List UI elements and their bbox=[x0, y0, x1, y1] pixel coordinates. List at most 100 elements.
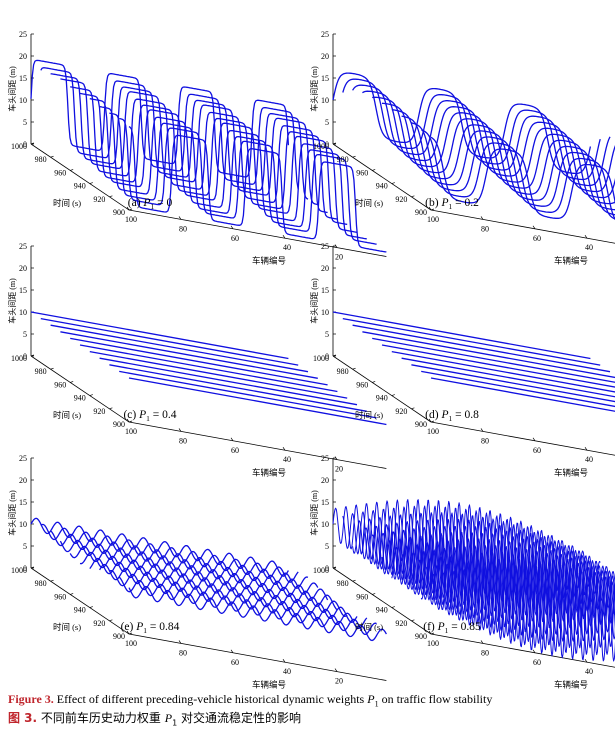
z-axis-title: 车头间距 (m) bbox=[7, 278, 17, 324]
time-tick-label: 980 bbox=[337, 155, 349, 164]
time-tick-label: 980 bbox=[337, 579, 349, 588]
vehicle-tick bbox=[126, 418, 130, 423]
series-line-t930 bbox=[401, 357, 615, 398]
vehicle-tick bbox=[178, 640, 182, 644]
series-line-t990 bbox=[40, 523, 299, 583]
chart-panel-2: 0 5 10 15 20 25 车头间距 (m) 900 920 940 960 980 1000 时间 … bbox=[309, 30, 615, 266]
time-tick bbox=[411, 195, 415, 198]
time-tick-label: 940 bbox=[74, 606, 86, 615]
panel-caption: (d) P1 = 0.8 bbox=[425, 409, 479, 423]
time-tick-label: 900 bbox=[113, 632, 125, 641]
z-tick-label: 20 bbox=[321, 52, 329, 61]
z-tick-label: 25 bbox=[19, 454, 27, 463]
time-tick bbox=[352, 155, 356, 158]
time-tick bbox=[30, 354, 35, 357]
vehicle-tick-label: 80 bbox=[179, 224, 187, 233]
time-tick-label: 960 bbox=[54, 380, 66, 389]
vehicle-tick bbox=[126, 206, 130, 211]
vehicle-tick-label: 80 bbox=[481, 436, 489, 445]
vehicle-tick bbox=[178, 216, 182, 220]
time-axis-title: 时间 (s) bbox=[355, 198, 383, 208]
time-tick-label: 920 bbox=[395, 195, 407, 204]
vehicle-tick-label: 40 bbox=[585, 667, 593, 676]
time-tick bbox=[372, 381, 376, 383]
time-tick-label: 1000 bbox=[11, 566, 27, 575]
z-tick-label: 20 bbox=[19, 476, 27, 485]
series-line-t920 bbox=[109, 364, 367, 412]
z-tick-label: 10 bbox=[19, 308, 27, 317]
vehicle-axis-title: 车辆编号 bbox=[554, 256, 588, 266]
series-line-t980 bbox=[50, 324, 309, 373]
series-line-t900 bbox=[128, 126, 387, 253]
series-line-t1000 bbox=[30, 517, 289, 577]
series-line-t920 bbox=[411, 122, 615, 220]
z-tick-label: 25 bbox=[19, 30, 27, 39]
series-line-t1000 bbox=[332, 72, 592, 175]
z-tick-label: 5 bbox=[325, 542, 329, 551]
vehicle-tick bbox=[230, 225, 234, 229]
vehicle-tick-label: 100 bbox=[125, 215, 137, 224]
caption-en-text-1: Effect of different preceding-vehicle hi… bbox=[53, 692, 368, 706]
z-tick-label: 20 bbox=[19, 52, 27, 61]
time-tick bbox=[50, 155, 54, 158]
time-tick bbox=[411, 407, 415, 410]
vehicle-tick bbox=[230, 437, 234, 441]
caption-chinese: 图 3. 不同前车历史动力权重 P1 对交通流稳定性的影响 bbox=[8, 710, 608, 731]
z-tick-label: 25 bbox=[321, 454, 329, 463]
vehicle-tick-label: 40 bbox=[585, 455, 593, 464]
z-tick-label: 0 bbox=[325, 564, 329, 573]
vehicle-axis-title: 车辆编号 bbox=[554, 468, 588, 478]
time-tick bbox=[109, 619, 113, 622]
z-tick-label: 10 bbox=[19, 96, 27, 105]
vehicle-tick-label: 20 bbox=[335, 465, 343, 474]
vehicle-tick-label: 60 bbox=[231, 446, 239, 455]
chart-panel-6: 0 5 10 15 20 25 车头间距 (m) 900 920 940 960 980 1000 时间 … bbox=[309, 454, 615, 690]
time-tick-label: 960 bbox=[356, 592, 368, 601]
time-tick bbox=[70, 593, 74, 595]
series-line-t900 bbox=[128, 377, 387, 426]
vehicle-tick bbox=[282, 659, 286, 663]
z-tick-label: 5 bbox=[23, 542, 27, 551]
time-tick bbox=[89, 394, 93, 396]
z-tick-label: 15 bbox=[321, 74, 329, 83]
vehicle-tick bbox=[428, 206, 432, 211]
time-tick-label: 980 bbox=[35, 579, 47, 588]
z-tick-label: 0 bbox=[23, 352, 27, 361]
z-tick-label: 0 bbox=[23, 564, 27, 573]
time-tick-label: 920 bbox=[93, 195, 105, 204]
z-tick-label: 5 bbox=[23, 118, 27, 127]
series-line-t960 bbox=[69, 545, 329, 601]
vehicle-tick bbox=[532, 437, 536, 441]
z-tick-label: 5 bbox=[325, 118, 329, 127]
time-axis-title: 时间 (s) bbox=[53, 410, 81, 420]
panel-caption: (c) P1 = 0.4 bbox=[123, 409, 176, 423]
time-tick-label: 960 bbox=[54, 168, 66, 177]
time-tick bbox=[372, 593, 376, 595]
series-line-t900 bbox=[128, 585, 387, 642]
time-tick-label: 940 bbox=[376, 606, 388, 615]
z-tick-label: 15 bbox=[19, 74, 27, 83]
caption-zh-label: 图 3. bbox=[8, 711, 38, 725]
z-tick-label: 10 bbox=[19, 520, 27, 529]
z-axis-title: 车头间距 (m) bbox=[309, 490, 319, 536]
time-tick-label: 920 bbox=[395, 619, 407, 628]
series-line-t910 bbox=[421, 370, 615, 408]
vehicle-tick bbox=[584, 447, 588, 451]
vehicle-tick-label: 20 bbox=[335, 253, 343, 262]
time-tick bbox=[70, 169, 74, 171]
time-tick-label: 920 bbox=[93, 619, 105, 628]
time-tick-label: 900 bbox=[113, 420, 125, 429]
time-tick bbox=[391, 394, 395, 396]
time-tick-label: 900 bbox=[113, 208, 125, 217]
vehicle-tick bbox=[334, 668, 338, 672]
z-axis-title: 车头间距 (m) bbox=[7, 490, 17, 536]
vehicle-tick-label: 80 bbox=[179, 436, 187, 445]
time-tick bbox=[332, 354, 337, 357]
time-tick-label: 940 bbox=[74, 182, 86, 191]
time-tick bbox=[332, 142, 337, 145]
z-tick-label: 0 bbox=[325, 352, 329, 361]
z-tick-label: 10 bbox=[321, 96, 329, 105]
time-axis-line bbox=[332, 355, 432, 423]
